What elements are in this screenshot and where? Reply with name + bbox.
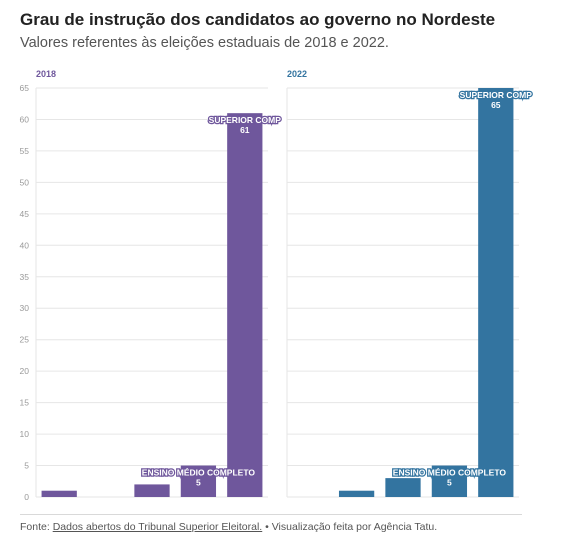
source-link[interactable]: Dados abertos do Tribunal Superior Eleit… xyxy=(52,521,263,533)
panel-label: 2022 xyxy=(287,69,307,79)
y-tick-label: 15 xyxy=(20,398,30,408)
bar xyxy=(134,484,170,497)
bar-category-label: SUPERIOR COMP xyxy=(209,115,282,125)
footer-divider xyxy=(20,514,522,515)
bar xyxy=(478,88,514,497)
y-tick-label: 10 xyxy=(20,429,30,439)
footer-prefix: Fonte: xyxy=(20,521,53,533)
y-tick-label: 50 xyxy=(20,177,30,187)
bar xyxy=(227,113,263,498)
bar-category-label: ENSINO MÉDIO COMPLETO xyxy=(142,468,256,478)
footer: Fonte: Dados abertos do Tribunal Superio… xyxy=(20,521,437,533)
y-tick-label: 35 xyxy=(20,272,30,282)
bar xyxy=(180,465,217,497)
y-tick-label: 55 xyxy=(20,146,30,156)
y-tick-label: 5 xyxy=(24,461,29,471)
y-tick-label: 45 xyxy=(20,209,30,219)
y-tick-label: 30 xyxy=(20,303,30,313)
bar xyxy=(41,490,77,497)
bar xyxy=(385,478,421,497)
bar xyxy=(431,465,468,497)
y-tick-label: 60 xyxy=(20,114,30,124)
bar-value-label: 61 xyxy=(240,125,250,135)
bar-category-label: SUPERIOR COMP xyxy=(460,90,533,100)
chart-title: Grau de instrução dos candidatos ao gove… xyxy=(20,10,496,29)
bar-category-label: ENSINO MÉDIO COMPLETO xyxy=(393,468,507,478)
y-tick-label: 20 xyxy=(20,366,30,376)
panel-label: 2018 xyxy=(36,69,56,79)
y-tick-label: 65 xyxy=(20,83,30,93)
bar xyxy=(338,490,375,497)
y-tick-label: 25 xyxy=(20,335,30,345)
footer-suffix: • Visualização feita por Agência Tatu. xyxy=(262,521,438,533)
bar-value-label: 65 xyxy=(491,100,501,110)
bar-value-label: 5 xyxy=(196,478,201,488)
y-tick-label: 40 xyxy=(20,240,30,250)
y-tick-label: 0 xyxy=(24,492,29,502)
chart-subtitle: Valores referentes às eleições estaduais… xyxy=(20,35,389,51)
bar-value-label: 5 xyxy=(447,478,452,488)
